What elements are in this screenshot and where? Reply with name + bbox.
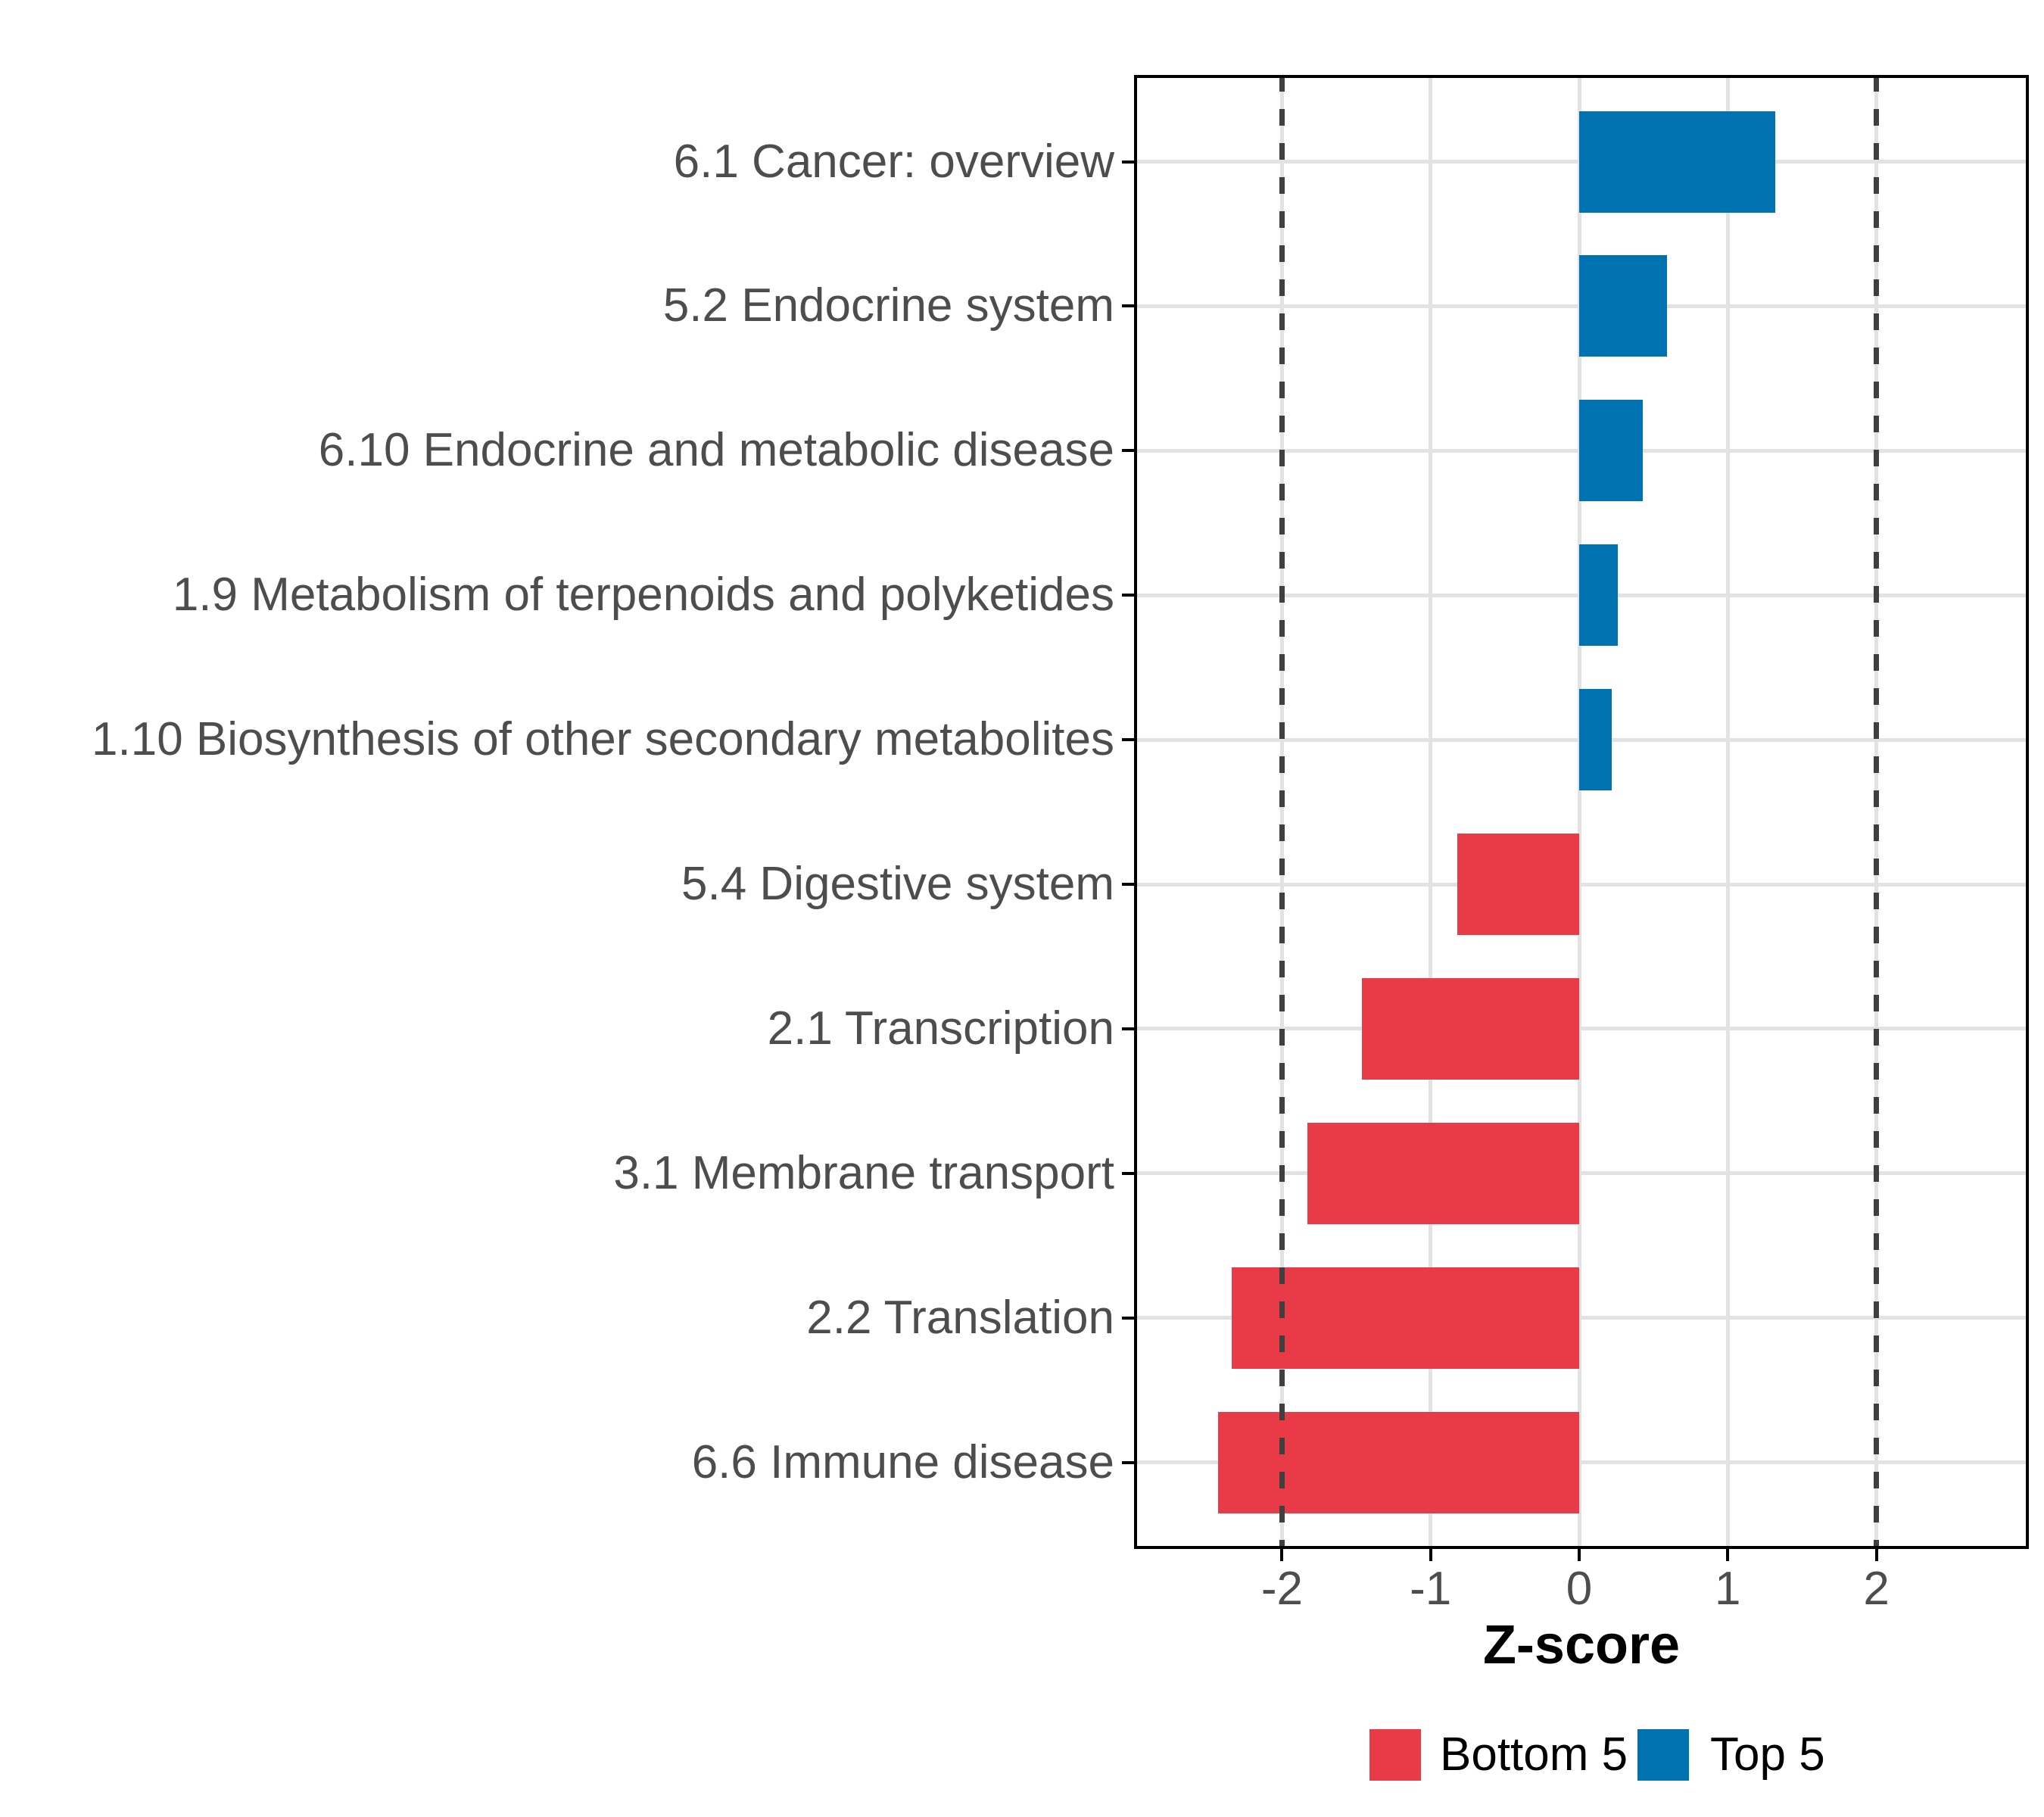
bar [1217, 1411, 1579, 1513]
legend-swatch-bottom5 [1369, 1729, 1421, 1781]
x-axis-tick [1578, 1549, 1581, 1561]
vertical-gridline [1429, 75, 1433, 1549]
x-axis-tick-label: 0 [1566, 1563, 1593, 1615]
vertical-gridline [1725, 75, 1730, 1549]
y-axis-tick [1122, 594, 1134, 597]
panel-border [1134, 75, 2029, 1549]
category-label: 1.10 Biosynthesis of other secondary met… [92, 713, 1114, 766]
reference-dashed-line [1874, 75, 1880, 1549]
x-axis-tick-label: 2 [1863, 1563, 1890, 1615]
horizontal-gridline [1134, 882, 2029, 887]
y-axis-tick [1122, 1171, 1134, 1175]
x-axis-tick [1429, 1549, 1432, 1561]
category-label: 6.6 Immune disease [691, 1435, 1114, 1488]
bar [1231, 1267, 1579, 1369]
x-axis-tick [1874, 1549, 1878, 1561]
horizontal-gridline [1134, 1027, 2029, 1031]
vertical-gridline [1577, 75, 1581, 1549]
category-label: 5.2 Endocrine system [662, 279, 1114, 332]
bar [1307, 1122, 1579, 1224]
x-axis-title: Z-score [1482, 1615, 1681, 1675]
horizontal-gridline [1134, 1460, 2029, 1465]
x-axis-tick-label: -2 [1260, 1563, 1303, 1615]
reference-dashed-line [1279, 75, 1285, 1549]
legend-swatch-top5 [1637, 1729, 1689, 1781]
legend-label-top5: Top 5 [1710, 1728, 1825, 1781]
category-label: 3.1 Membrane transport [613, 1146, 1114, 1199]
horizontal-gridline [1134, 1171, 2029, 1176]
y-axis-tick [1122, 1316, 1134, 1320]
y-axis-tick [1122, 1027, 1134, 1030]
bar [1362, 977, 1579, 1080]
x-axis-tick [1726, 1549, 1730, 1561]
bar [1579, 255, 1667, 357]
y-axis-tick [1122, 738, 1134, 742]
bar [1457, 834, 1579, 936]
y-axis-tick [1122, 160, 1134, 164]
category-label: 2.1 Transcription [767, 1002, 1114, 1055]
legend-label-bottom5: Bottom 5 [1440, 1728, 1628, 1781]
bar [1579, 544, 1619, 647]
category-label: 6.1 Cancer: overview [673, 135, 1114, 188]
y-axis-tick [1122, 304, 1134, 308]
y-axis-tick [1122, 449, 1134, 453]
category-label: 2.2 Translation [806, 1291, 1114, 1344]
category-label: 5.4 Digestive system [681, 858, 1114, 911]
horizontal-gridline [1134, 1316, 2029, 1320]
bar [1579, 689, 1612, 791]
bar [1579, 111, 1776, 213]
y-axis-tick [1122, 883, 1134, 887]
x-axis-tick-label: -1 [1410, 1563, 1452, 1615]
x-axis-tick [1280, 1549, 1284, 1561]
y-axis-tick [1122, 1460, 1134, 1464]
category-label: 1.9 Metabolism of terpenoids and polyket… [172, 569, 1114, 622]
x-axis-tick-label: 1 [1715, 1563, 1741, 1615]
category-label: 6.10 Endocrine and metabolic disease [318, 424, 1114, 477]
bar [1579, 400, 1644, 502]
